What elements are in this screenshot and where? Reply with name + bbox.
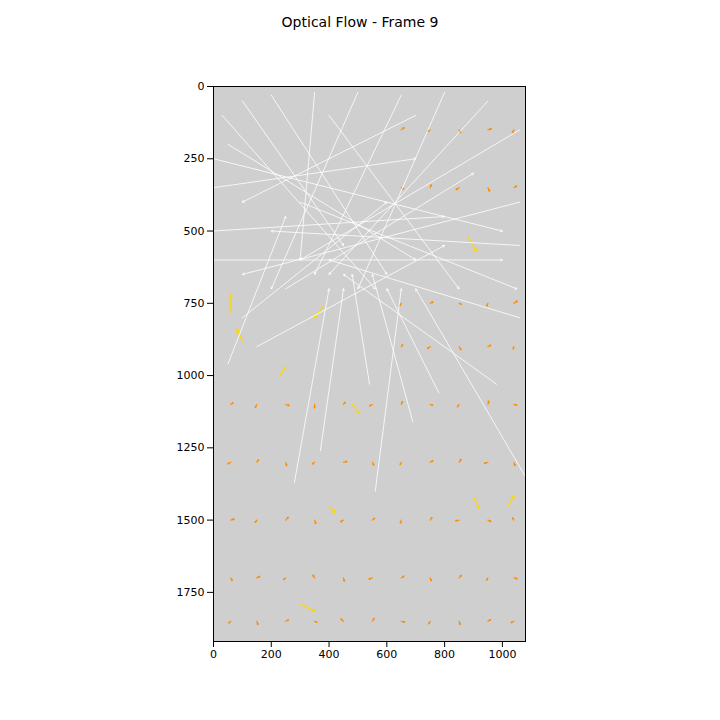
svg-text:600: 600 (376, 648, 397, 661)
svg-text:1500: 1500 (177, 514, 205, 527)
svg-text:800: 800 (434, 648, 455, 661)
svg-text:400: 400 (319, 648, 340, 661)
svg-text:1250: 1250 (177, 441, 205, 454)
svg-text:1000: 1000 (177, 369, 205, 382)
svg-text:0: 0 (210, 648, 217, 661)
svg-text:0: 0 (198, 80, 205, 93)
svg-text:1750: 1750 (177, 586, 205, 599)
html-text:Optical Flow - Frame 9: Optical Flow - Frame 9 (281, 14, 439, 30)
svg-text:750: 750 (184, 297, 205, 310)
svg-text:200: 200 (261, 648, 282, 661)
svg-text:1000: 1000 (488, 648, 516, 661)
svg-text:250: 250 (184, 152, 205, 165)
svg-text:500: 500 (184, 225, 205, 238)
